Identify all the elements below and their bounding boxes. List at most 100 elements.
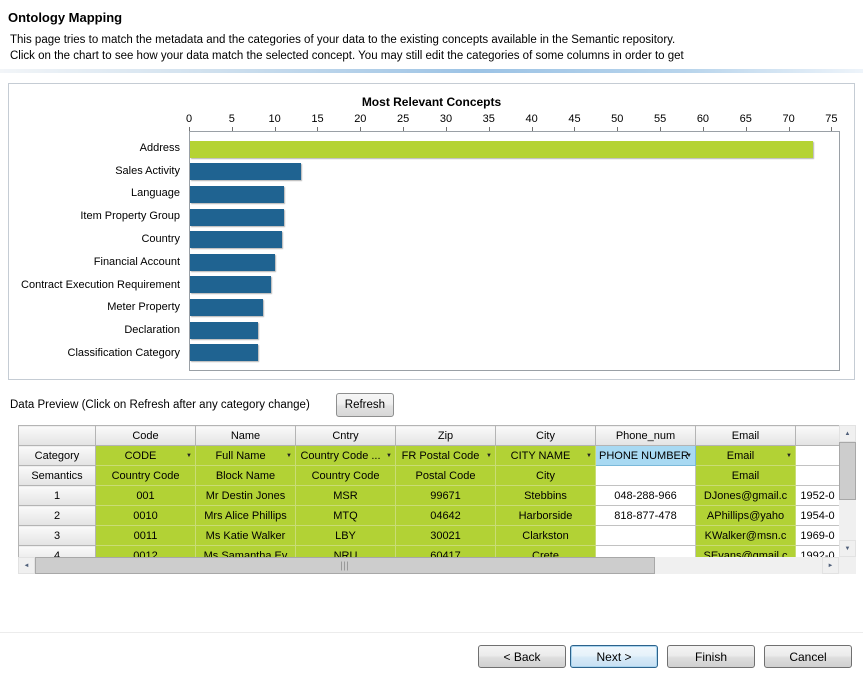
category-dropdown[interactable]: CODE ▼ [95, 445, 196, 466]
vertical-scroll-track[interactable] [839, 500, 856, 540]
refresh-button[interactable]: Refresh [335, 393, 395, 417]
table-cell: Clarkston [495, 525, 596, 546]
chart-bar[interactable] [190, 298, 263, 316]
table-cell [795, 445, 839, 466]
chart-plot[interactable] [189, 131, 840, 371]
ontology-mapping-wizard-page: Ontology Mapping This page tries to matc… [0, 10, 863, 668]
vertical-scroll-thumb[interactable] [839, 442, 856, 500]
table-row: 1 001 Mr Destin Jones MSR 99671 Stebbins 048-2… [18, 485, 839, 506]
axis-tick-mark [445, 127, 447, 131]
table-cell: 048-288-966 [595, 485, 696, 506]
table-row: 4 0012 Ms Samantha Ev NRU 60417 Crete SEvans@g… [18, 545, 839, 557]
chart-bar-row [190, 298, 839, 316]
back-button[interactable]: < Back [478, 645, 566, 668]
scroll-up-icon[interactable]: ▲ [839, 425, 856, 442]
chart-bar-row [190, 185, 839, 203]
axis-tick-mark [617, 127, 619, 131]
finish-button[interactable]: Finish [667, 645, 755, 668]
page-title: Ontology Mapping [8, 10, 123, 25]
description-line-1: This page tries to match the metadata an… [10, 34, 676, 46]
chart-bar[interactable] [190, 253, 276, 271]
dropdown-arrow-icon: ▼ [286, 452, 292, 459]
preview-table: Code Name Cntry Zip City Phone_num Email Catego… [18, 425, 839, 557]
chart-title: Most Relevant Concepts [361, 95, 502, 109]
category-dropdown[interactable]: FR Postal Code ▼ [395, 445, 496, 466]
table-cell: Stebbins [495, 485, 596, 506]
page-description: This page tries to match the metadata an… [0, 25, 863, 64]
column-header: Code [95, 425, 196, 446]
row-header: 1 [18, 485, 96, 506]
category-dropdown[interactable]: Full Name ▼ [195, 445, 296, 466]
table-cell: Mrs Alice Phillips [195, 505, 296, 526]
table-cell [795, 465, 839, 486]
chart-bar-row [190, 231, 839, 249]
dropdown-arrow-icon: ▼ [186, 452, 192, 459]
table-horizontal-scrollbar[interactable]: ◄ ► [18, 557, 839, 574]
axis-tick-mark [745, 127, 747, 131]
chart-bar[interactable] [190, 276, 272, 294]
axis-tick-label: 55 [653, 113, 667, 125]
table-cell: Email [695, 465, 796, 486]
axis-tick-label: 50 [611, 113, 624, 125]
table-cell [595, 545, 696, 557]
scroll-right-icon[interactable]: ► [822, 557, 839, 574]
table-cell: Ms Samantha Ev [195, 545, 296, 557]
table-cell [595, 525, 696, 546]
table-cell: NRU [295, 545, 396, 557]
category-dropdown[interactable]: CITY NAME ▼ [495, 445, 596, 466]
chart-axis-ticks [189, 127, 840, 131]
chart-bar[interactable] [190, 185, 284, 203]
table-cell: 1952-0 [795, 485, 839, 506]
chart-bar[interactable] [190, 321, 259, 339]
axis-tick-mark [231, 127, 233, 131]
wizard-buttons: < Back Next > Finish Cancel [478, 645, 852, 668]
most-relevant-concepts-chart[interactable]: Most Relevant Concepts 0 5 10 15 20 25 30 35 40 4… [8, 83, 855, 380]
chart-category-labels: Address Sales Activity Language Item Proper… [9, 131, 185, 371]
chart-category-label: Country [141, 233, 180, 246]
table-cell: 1969-0 [795, 525, 839, 546]
chart-bar[interactable] [190, 344, 259, 362]
chart-bar[interactable] [190, 231, 283, 249]
axis-tick-label: 0 [185, 113, 193, 125]
category-dropdown[interactable]: PHONE NUMBER ▼ [595, 445, 696, 466]
axis-tick-mark [702, 127, 704, 131]
table-cell: Country Code [95, 465, 196, 486]
horizontal-scroll-thumb[interactable] [35, 557, 655, 574]
category-dropdown[interactable]: Email ▼ [695, 445, 796, 466]
chart-bar[interactable] [190, 208, 284, 226]
chart-category-label: Contract Execution Requirement [21, 278, 180, 291]
dropdown-arrow-icon: ▼ [786, 452, 792, 459]
column-header: City [495, 425, 596, 446]
chart-category-label: Financial Account [93, 255, 180, 268]
axis-tick-mark [317, 127, 319, 131]
row-header: Semantics [18, 465, 96, 486]
scroll-down-icon[interactable]: ▼ [839, 540, 856, 557]
horizontal-scroll-track[interactable] [655, 557, 822, 574]
table-row: Semantics Country Code Block Name Country C… [18, 465, 839, 486]
cancel-button[interactable]: Cancel [764, 645, 852, 668]
scroll-left-icon[interactable]: ◄ [18, 557, 35, 574]
table-cell: 0012 [95, 545, 196, 557]
row-header: Category [18, 445, 96, 466]
axis-tick-label: 20 [354, 113, 367, 125]
chart-category-label: Address [139, 141, 180, 154]
dropdown-arrow-icon: ▼ [686, 452, 692, 459]
table-cell: Block Name [195, 465, 296, 486]
chart-bar-row [190, 276, 839, 294]
table-cell: 0011 [95, 525, 196, 546]
row-header: 3 [18, 525, 96, 546]
axis-tick-label: 25 [397, 113, 410, 125]
chart-bar[interactable] [190, 140, 814, 158]
next-button[interactable]: Next > [570, 645, 658, 668]
column-header: Name [195, 425, 296, 446]
column-header [795, 425, 839, 446]
category-dropdown[interactable]: Country Code ... ▼ [295, 445, 396, 466]
chart-bar[interactable] [190, 163, 301, 181]
table-cell: 001 [95, 485, 196, 506]
table-vertical-scrollbar[interactable]: ▲ ▼ [839, 425, 856, 557]
table-cell: 0010 [95, 505, 196, 526]
axis-tick-mark [660, 127, 662, 131]
chart-category-label: Declaration [124, 324, 180, 337]
axis-tick-mark [574, 127, 576, 131]
axis-tick-label: 65 [739, 113, 752, 125]
